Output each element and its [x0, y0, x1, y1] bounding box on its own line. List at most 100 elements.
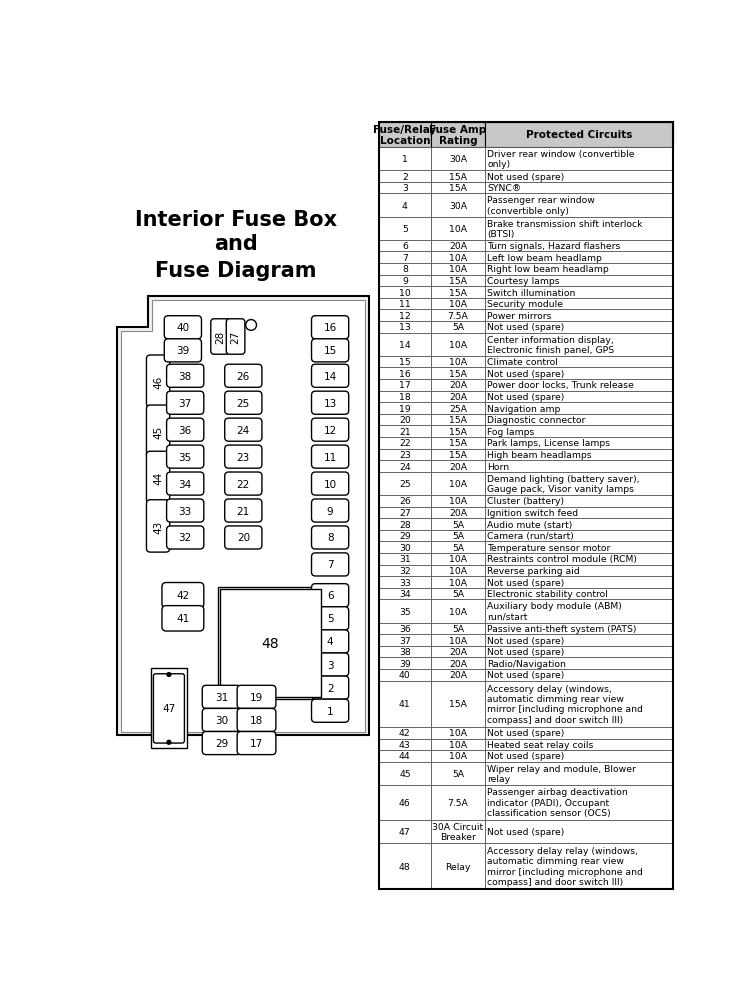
Text: 10A: 10A: [449, 555, 467, 564]
Polygon shape: [121, 301, 365, 731]
FancyBboxPatch shape: [311, 584, 349, 607]
Text: 35: 35: [178, 452, 192, 462]
Text: 34: 34: [399, 589, 411, 598]
Text: 4: 4: [402, 201, 408, 210]
Text: 5A: 5A: [452, 532, 464, 540]
Bar: [379, 426, 430, 438]
Bar: [430, 357, 485, 368]
Bar: [485, 472, 674, 496]
Text: 20A: 20A: [449, 381, 467, 390]
FancyBboxPatch shape: [146, 356, 170, 408]
FancyBboxPatch shape: [225, 473, 262, 496]
Bar: [430, 334, 485, 357]
Text: 12: 12: [399, 312, 411, 321]
Bar: [485, 438, 674, 449]
Bar: [485, 426, 674, 438]
Bar: [379, 507, 430, 519]
Text: Not used (spare): Not used (spare): [488, 370, 565, 379]
Bar: [379, 368, 430, 380]
Bar: [430, 148, 485, 171]
Text: Demand lighting (battery saver),
Gauge pack, Visor vanity lamps: Demand lighting (battery saver), Gauge p…: [488, 474, 640, 494]
Text: 25A: 25A: [449, 404, 467, 413]
Text: 18: 18: [399, 393, 411, 402]
Bar: [430, 253, 485, 264]
Text: Switch illumination: Switch illumination: [488, 289, 576, 298]
Bar: [485, 322, 674, 334]
Text: 15A: 15A: [449, 289, 467, 298]
Text: 47: 47: [162, 703, 176, 713]
Text: 25: 25: [399, 479, 411, 488]
Bar: [379, 472, 430, 496]
Bar: [430, 461, 485, 472]
Polygon shape: [117, 298, 369, 735]
Text: Diagnostic connector: Diagnostic connector: [488, 416, 586, 425]
Bar: [430, 553, 485, 565]
Text: 41: 41: [399, 699, 411, 708]
Text: 10A: 10A: [449, 266, 467, 275]
Bar: [430, 600, 485, 623]
Bar: [485, 449, 674, 461]
Bar: [485, 669, 674, 681]
Text: 10A: 10A: [449, 578, 467, 587]
Bar: [379, 240, 430, 253]
Text: 43: 43: [153, 520, 163, 533]
Text: 43: 43: [399, 740, 411, 749]
Bar: [379, 576, 430, 588]
Text: Not used (spare): Not used (spare): [488, 393, 565, 402]
Text: 27: 27: [399, 508, 411, 517]
Text: Accessory delay (windows,
automatic dimming rear view
mirror [including micropho: Accessory delay (windows, automatic dimm…: [488, 684, 644, 724]
Bar: [485, 299, 674, 311]
FancyBboxPatch shape: [154, 674, 184, 743]
Text: 24: 24: [399, 462, 411, 471]
Text: 10A: 10A: [449, 566, 467, 575]
Bar: [430, 542, 485, 553]
Text: 10A: 10A: [449, 752, 467, 761]
Bar: [430, 449, 485, 461]
FancyBboxPatch shape: [202, 731, 241, 755]
Text: Not used (spare): Not used (spare): [488, 578, 565, 587]
Bar: [430, 588, 485, 600]
Bar: [430, 472, 485, 496]
FancyBboxPatch shape: [225, 446, 262, 469]
Text: 20: 20: [237, 533, 250, 543]
Text: 44: 44: [153, 471, 163, 485]
FancyBboxPatch shape: [311, 340, 349, 363]
Bar: [379, 322, 430, 334]
Text: 39: 39: [176, 346, 190, 356]
Text: 36: 36: [178, 425, 192, 435]
Bar: [485, 334, 674, 357]
Bar: [379, 276, 430, 287]
Bar: [379, 380, 430, 391]
Bar: [485, 657, 674, 669]
Bar: [430, 750, 485, 762]
Text: Interior Fuse Box: Interior Fuse Box: [134, 210, 337, 230]
Bar: [485, 287, 674, 299]
Text: 15: 15: [399, 358, 411, 367]
Bar: [485, 530, 674, 542]
Bar: [379, 171, 430, 182]
Text: 20: 20: [399, 416, 411, 425]
Text: 15A: 15A: [449, 439, 467, 448]
Bar: [430, 576, 485, 588]
FancyBboxPatch shape: [166, 473, 204, 496]
Text: 30A Circuit
Breaker: 30A Circuit Breaker: [433, 822, 484, 842]
Text: 6: 6: [327, 590, 334, 600]
Text: 33: 33: [399, 578, 411, 587]
Text: 10A: 10A: [449, 358, 467, 367]
Text: 15A: 15A: [449, 370, 467, 379]
Text: 28: 28: [399, 520, 411, 529]
Text: 15A: 15A: [449, 427, 467, 436]
Text: 37: 37: [178, 399, 192, 408]
Bar: [485, 843, 674, 890]
Bar: [430, 786, 485, 820]
Text: 10A: 10A: [449, 728, 467, 737]
Bar: [379, 253, 430, 264]
Text: Accessory delay relay (windows,
automatic dimming rear view
mirror [including mi: Accessory delay relay (windows, automati…: [488, 847, 644, 887]
Bar: [379, 738, 430, 750]
Text: 21: 21: [399, 427, 411, 436]
FancyBboxPatch shape: [166, 499, 204, 523]
FancyBboxPatch shape: [162, 606, 204, 631]
Bar: [217, 587, 323, 699]
Bar: [379, 762, 430, 786]
Text: 41: 41: [176, 613, 190, 623]
